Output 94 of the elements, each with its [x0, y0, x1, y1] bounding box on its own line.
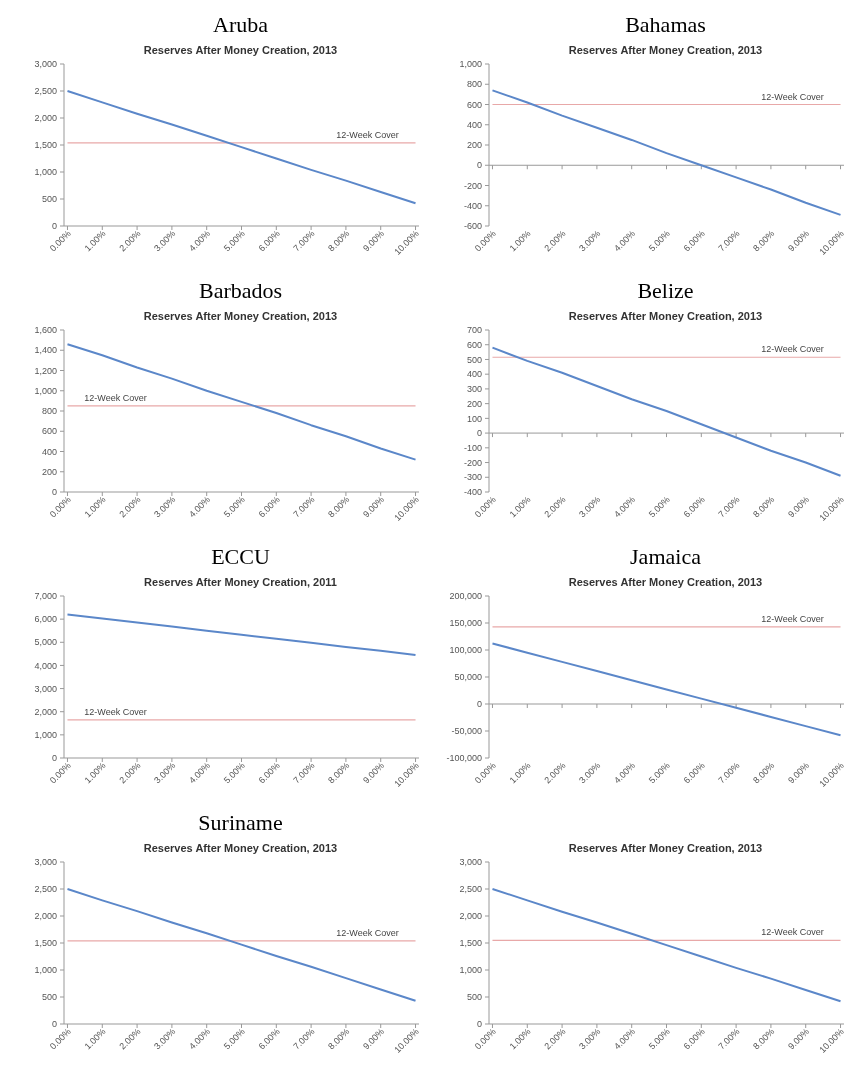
y-tick-label: 3,000 [34, 683, 57, 694]
chart-title: Suriname [198, 810, 283, 835]
y-tick-label: 1,500 [34, 938, 57, 949]
y-tick-label: 3,000 [34, 59, 57, 70]
y-tick-label: 3,000 [34, 857, 57, 868]
line-series [66, 888, 417, 1002]
ref-line-label: 12-Week Cover [84, 392, 147, 403]
y-tick-label: 1,000 [34, 965, 57, 976]
line-series [66, 90, 417, 205]
chart-subtitle: Reserves After Money Creation, 2013 [568, 576, 763, 588]
y-tick-label: 1,400 [34, 345, 57, 356]
y-tick-label: 50,000 [454, 672, 482, 683]
y-tick-label: 2,000 [34, 911, 57, 922]
y-tick-label: 0 [51, 1019, 57, 1030]
y-tick-label: 0 [51, 753, 57, 764]
chart-title: Belize [637, 278, 694, 303]
y-tick-label: 0 [476, 699, 482, 710]
y-tick-label: 2,000 [34, 706, 57, 717]
y-tick-label: 100,000 [449, 645, 482, 656]
y-tick-label: 100 [466, 413, 482, 424]
y-tick-label: 1,000 [34, 167, 57, 178]
y-tick-label: 1,200 [34, 365, 57, 376]
ref-line-label: 12-Week Cover [336, 927, 399, 938]
y-tick-label: -50,000 [451, 726, 482, 737]
ref-line-label: 12-Week Cover [84, 706, 147, 717]
chart-title: Barbados [198, 278, 283, 303]
y-tick-label: 400 [466, 119, 482, 130]
y-tick-label: 300 [466, 384, 482, 395]
y-tick-label: 800 [466, 79, 482, 90]
y-tick-label: 7,000 [34, 591, 57, 602]
y-tick-label: -600 [463, 221, 482, 232]
y-tick-label: 2,000 [34, 113, 57, 124]
chart-subtitle: Reserves After Money Creation, 2013 [143, 44, 338, 56]
y-tick-label: -400 [463, 200, 482, 211]
y-tick-label: 200 [41, 466, 57, 477]
y-tick-label: 5,000 [34, 637, 57, 648]
y-tick-label: 200 [466, 140, 482, 151]
y-tick-label: -200 [463, 180, 482, 191]
chart-subtitle: Reserves After Money Creation, 2011 [144, 576, 337, 588]
chart-subtitle: Reserves After Money Creation, 2013 [143, 842, 338, 854]
ref-line-label: 12-Week Cover [761, 91, 824, 102]
y-tick-label: 500 [41, 992, 57, 1003]
y-tick-label: -300 [463, 472, 482, 483]
chart-subtitle: Reserves After Money Creation, 2013 [568, 44, 763, 56]
ref-line-label: 12-Week Cover [336, 129, 399, 140]
y-tick-label: 1,000 [459, 59, 482, 70]
y-tick-label: 200,000 [449, 591, 482, 602]
y-tick-label: 0 [51, 221, 57, 232]
line-series [491, 888, 842, 1003]
y-tick-label: 2,500 [34, 86, 57, 97]
y-tick-label: 3,000 [459, 857, 482, 868]
y-tick-label: 600 [466, 99, 482, 110]
ref-line-label: 12-Week Cover [761, 344, 824, 355]
y-tick-label: 500 [41, 194, 57, 205]
chart-subtitle: Reserves After Money Creation, 2013 [143, 310, 338, 322]
y-tick-label: 2,500 [34, 884, 57, 895]
y-tick-label: 1,600 [34, 325, 57, 336]
y-tick-label: 1,500 [34, 140, 57, 151]
chart-title: ECCU [211, 544, 270, 569]
y-tick-label: -100,000 [446, 753, 482, 764]
y-tick-label: 600 [41, 426, 57, 437]
chart-title: Bahamas [625, 12, 706, 37]
y-tick-label: 1,000 [34, 385, 57, 396]
chart-title: Jamaica [630, 544, 702, 569]
y-tick-label: 0 [51, 487, 57, 498]
y-tick-label: 500 [466, 354, 482, 365]
y-tick-label: 1,000 [34, 730, 57, 741]
y-tick-label: 0 [476, 160, 482, 171]
y-tick-label: -400 [463, 487, 482, 498]
y-tick-label: 2,500 [459, 884, 482, 895]
y-tick-label: 6,000 [34, 614, 57, 625]
y-tick-label: 1,500 [459, 938, 482, 949]
y-tick-label: 500 [466, 992, 482, 1003]
y-tick-label: 800 [41, 406, 57, 417]
y-tick-label: -100 [463, 442, 482, 453]
y-tick-label: 0 [476, 428, 482, 439]
y-tick-label: 1,000 [459, 965, 482, 976]
y-tick-label: 150,000 [449, 618, 482, 629]
y-tick-label: -200 [463, 457, 482, 468]
chart-title: Aruba [213, 12, 269, 37]
y-tick-label: 200 [466, 398, 482, 409]
ref-line-label: 12-Week Cover [761, 927, 824, 938]
y-tick-label: 400 [41, 446, 57, 457]
y-tick-label: 2,000 [459, 911, 482, 922]
y-tick-label: 0 [476, 1019, 482, 1030]
y-tick-label: 4,000 [34, 660, 57, 671]
y-tick-label: 700 [466, 325, 482, 336]
chart-subtitle: Reserves After Money Creation, 2013 [568, 842, 763, 854]
chart-subtitle: Reserves After Money Creation, 2013 [568, 310, 763, 322]
line-series [66, 343, 417, 461]
ref-line-label: 12-Week Cover [761, 613, 824, 624]
y-tick-label: 400 [466, 369, 482, 380]
y-tick-label: 600 [466, 339, 482, 350]
line-series [66, 613, 417, 657]
